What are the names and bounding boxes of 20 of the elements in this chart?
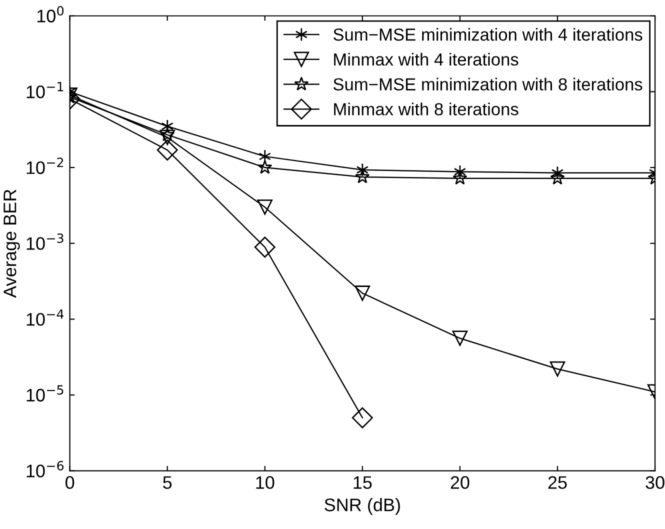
y-tick-label: 10$^{0}$	[37, 6, 64, 22]
legend-label: Minmax with 4 iterations	[334, 52, 518, 66]
y-tick-label: 10$^{−5}$	[26, 385, 64, 402]
x-tick-label: 20	[450, 476, 470, 489]
y-tick-label: 10$^{−6}$	[26, 460, 64, 478]
x-axis-title: SNR (dB)	[324, 498, 400, 515]
x-tick-label: 15	[354, 476, 372, 489]
y-axis-title: Average BER	[4, 190, 20, 298]
x-tick-label: 0	[66, 476, 74, 489]
y-tick-label: 10$^{−2}$	[26, 158, 64, 174]
y-tick-label: 10$^{−1}$	[26, 82, 64, 98]
x-tick-label: 25	[548, 476, 567, 489]
legend-label: Sum−MSE minimization with 8 iterations	[333, 78, 642, 91]
x-tick-label: 30	[646, 476, 664, 489]
x-tick-label: 10	[256, 476, 274, 489]
x-tick-label: 5	[163, 476, 172, 489]
legend-label: Minmax with 8 iterations	[334, 102, 518, 116]
y-tick-label: 10$^{−3}$	[26, 233, 64, 250]
y-tick-label: 10$^{−4}$	[26, 309, 64, 326]
legend-label: Sum−MSE minimization with 4 iterations	[333, 28, 642, 41]
